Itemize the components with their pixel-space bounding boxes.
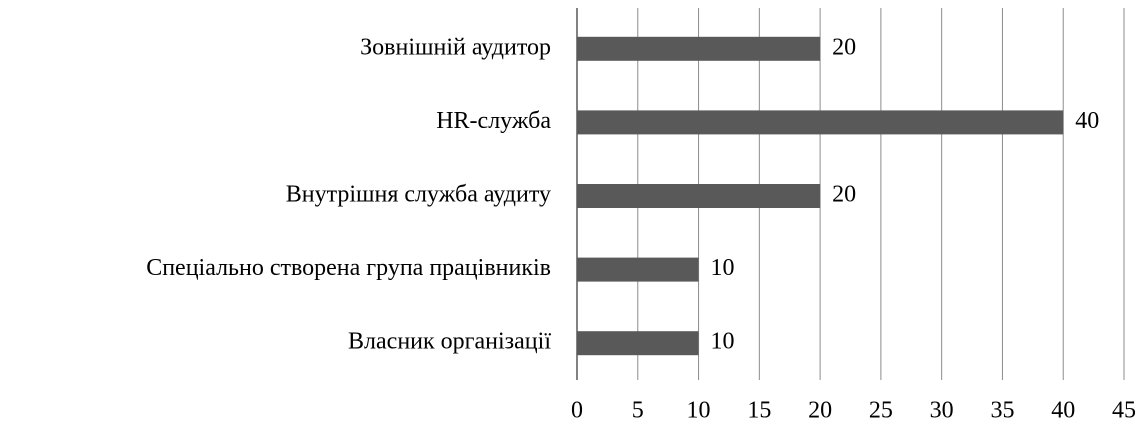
data-label: 10 — [711, 255, 735, 281]
y-tick-label: Зовнішній аудитор — [360, 34, 551, 60]
x-tick-label: 35 — [990, 398, 1014, 424]
x-tick-label: 5 — [632, 398, 644, 424]
y-tick-label: Внутрішня служба аудиту — [286, 182, 551, 208]
bar — [577, 257, 699, 282]
bar — [577, 184, 821, 208]
bar — [577, 110, 1064, 135]
data-label: 10 — [711, 329, 735, 355]
y-tick-label: Власник організації — [348, 329, 551, 355]
x-tick-label: 0 — [571, 398, 583, 424]
y-tick-label: Спеціально створена група працівників — [146, 255, 551, 281]
x-tick-label: 40 — [1051, 398, 1075, 424]
x-tick-label: 45 — [1112, 398, 1136, 424]
data-label: 20 — [832, 182, 856, 208]
x-tick-label: 15 — [747, 398, 771, 424]
x-tick-label: 25 — [869, 398, 893, 424]
y-tick-label: HR-служба — [436, 108, 551, 134]
data-label: 40 — [1075, 108, 1099, 134]
bar — [577, 331, 699, 356]
x-tick-label: 30 — [930, 398, 954, 424]
x-tick-label: 20 — [808, 398, 832, 424]
bar — [577, 36, 821, 61]
data-label: 20 — [832, 34, 856, 60]
x-tick-label: 10 — [687, 398, 711, 424]
